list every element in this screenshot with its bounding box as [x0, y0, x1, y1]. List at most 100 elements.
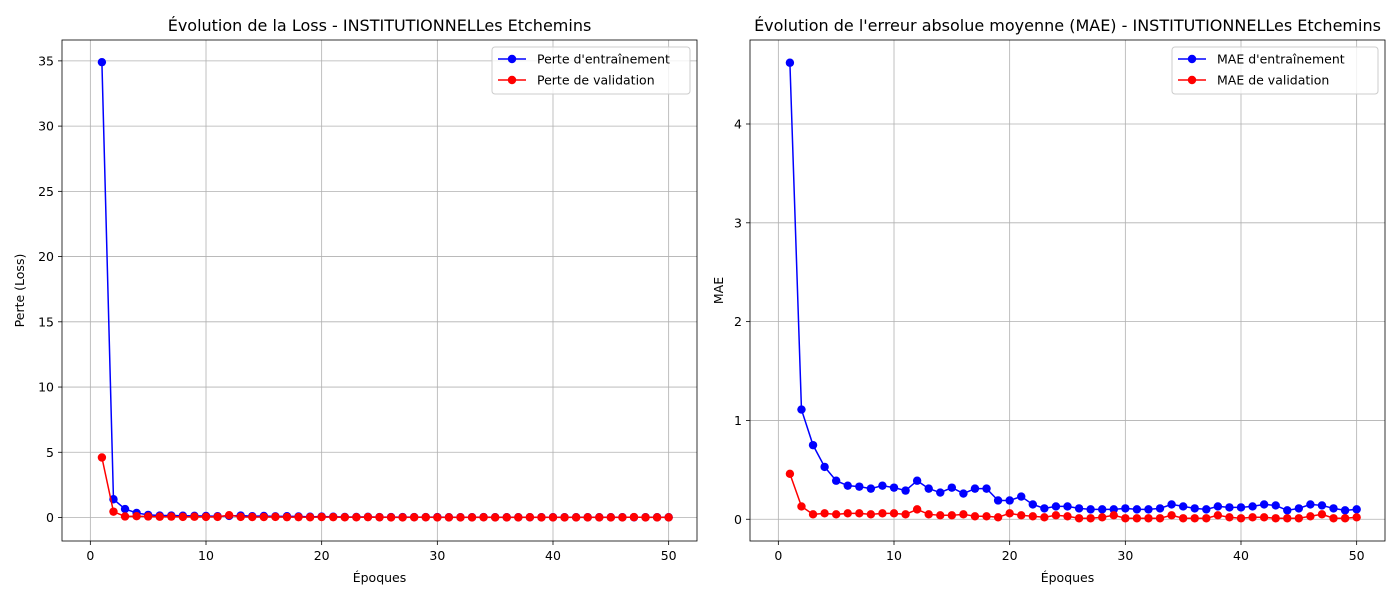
data-point-validation: [305, 513, 315, 522]
data-point-validation: [947, 511, 957, 520]
legend-marker: [507, 75, 517, 85]
x-tick-label: 30: [429, 548, 445, 563]
data-point-validation: [178, 512, 188, 522]
series-line-train: [101, 62, 669, 518]
x-tick-label: 30: [1117, 548, 1133, 563]
data-point-validation: [363, 512, 373, 522]
data-point-validation: [1225, 513, 1234, 522]
data-point-validation: [1097, 513, 1107, 522]
legend-entry: Perte de validation: [537, 73, 655, 88]
data-point-validation: [1051, 511, 1061, 520]
data-point-validation: [583, 513, 592, 522]
y-axis-label: Perte (Loss): [12, 254, 27, 328]
data-point-train: [1178, 502, 1188, 511]
data-point-validation: [797, 502, 806, 511]
data-point-validation: [1317, 510, 1327, 519]
data-point-validation: [912, 505, 922, 514]
data-point-validation: [959, 510, 968, 519]
data-point-validation: [571, 513, 581, 522]
legend: MAE d'entraînement MAE de validation: [1171, 46, 1379, 95]
data-point-validation: [1040, 513, 1049, 522]
data-point-validation: [317, 512, 326, 522]
data-point-train: [1121, 504, 1130, 513]
data-point-validation: [444, 513, 454, 522]
data-point-validation: [190, 512, 199, 521]
data-point-train: [993, 496, 1003, 505]
data-point-validation: [595, 513, 604, 522]
data-point-validation: [993, 513, 1003, 522]
y-tick-label: 15: [38, 314, 54, 329]
data-point-train: [831, 476, 841, 485]
data-point-train: [924, 484, 933, 493]
y-tick-label: 2: [734, 314, 742, 329]
data-point-validation: [878, 509, 887, 518]
data-point-validation: [820, 509, 829, 518]
series-line-validation: [101, 457, 669, 519]
data-point-validation: [143, 512, 153, 521]
data-point-validation: [467, 513, 477, 522]
data-point-train: [855, 482, 864, 491]
data-point-validation: [352, 513, 361, 522]
data-point-validation: [167, 512, 176, 521]
legend-frame: [491, 46, 691, 95]
data-point-validation: [1005, 509, 1014, 518]
data-point-train: [1063, 502, 1072, 511]
y-tick-label: 4: [734, 116, 742, 131]
y-tick-label: 30: [38, 119, 54, 134]
x-axis-label: Époques: [1041, 570, 1095, 585]
data-point-validation: [236, 512, 245, 522]
data-point-train: [1040, 504, 1049, 513]
data-point-train: [797, 405, 806, 414]
data-point-validation: [982, 512, 991, 521]
data-point-validation: [1144, 514, 1153, 523]
data-point-train: [912, 476, 922, 485]
x-tick-label: 50: [661, 548, 677, 563]
x-tick-label: 40: [545, 548, 561, 563]
data-point-validation: [1178, 514, 1188, 523]
data-point-validation: [433, 513, 442, 522]
data-point-train: [1329, 504, 1338, 513]
data-point-validation: [1190, 514, 1199, 523]
data-point-validation: [1294, 514, 1304, 523]
data-point-train: [1144, 505, 1153, 514]
data-point-validation: [1248, 513, 1257, 522]
data-point-train: [1259, 500, 1269, 509]
plot-area-frame: [749, 39, 1386, 542]
data-point-validation: [1132, 514, 1142, 523]
data-point-validation: [1271, 514, 1280, 523]
data-point-validation: [282, 512, 292, 522]
data-point-train: [1167, 500, 1176, 509]
data-point-train: [1132, 505, 1142, 514]
data-point-validation: [248, 512, 257, 522]
data-point-validation: [155, 512, 164, 521]
data-point-validation: [1155, 514, 1165, 523]
data-point-validation: [201, 512, 211, 522]
data-point-train: [947, 483, 957, 492]
series-line-train: [789, 62, 1357, 512]
data-point-train: [1352, 505, 1361, 514]
data-point-validation: [490, 513, 500, 522]
y-tick-label: 3: [734, 215, 742, 230]
x-tick-label: 0: [86, 548, 94, 563]
data-point-validation: [259, 512, 269, 522]
data-point-train: [982, 484, 991, 493]
data-point-train: [970, 484, 980, 493]
data-point-train: [1213, 502, 1223, 511]
data-point-train: [1190, 504, 1199, 513]
data-point-validation: [514, 513, 523, 522]
x-tick-label: 20: [314, 548, 330, 563]
data-point-train: [820, 462, 829, 472]
legend-marker: [1187, 54, 1197, 64]
data-point-validation: [294, 512, 303, 522]
data-point-validation: [970, 512, 980, 521]
data-point-train: [1086, 505, 1095, 514]
data-point-validation: [132, 512, 141, 521]
data-point-validation: [855, 509, 864, 518]
data-point-validation: [120, 512, 130, 521]
data-point-train: [120, 504, 130, 514]
data-point-validation: [831, 510, 841, 519]
chart-title: Évolution de l'erreur absolue moyenne (M…: [754, 16, 1381, 35]
y-tick-label: 20: [38, 249, 54, 264]
legend-marker: [507, 54, 517, 64]
x-axis-label: Époques: [353, 570, 407, 585]
